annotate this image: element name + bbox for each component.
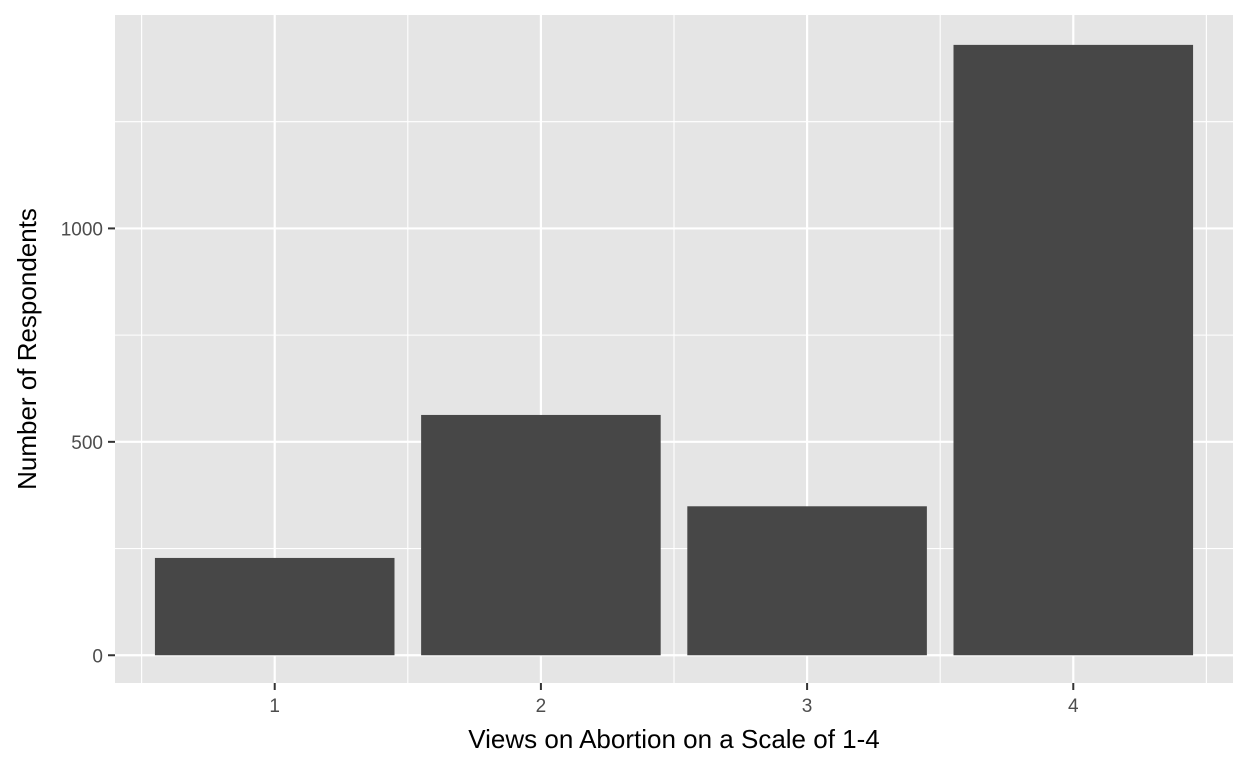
bar-1 [154, 557, 395, 656]
y-axis-title: Number of Respondents [12, 208, 42, 490]
x-axis-title: Views on Abortion on a Scale of 1-4 [468, 724, 879, 754]
y-tick-label: 1000 [61, 219, 103, 240]
bars [154, 44, 1194, 656]
y-tick-label: 500 [71, 433, 103, 454]
x-tick-label: 3 [802, 696, 813, 717]
bar-3 [687, 506, 927, 656]
x-tick-label: 1 [269, 696, 280, 717]
y-axis: 0 500 1000 [61, 219, 115, 667]
x-tick-label: 2 [536, 696, 547, 717]
bar-2 [421, 414, 661, 656]
minor-gridlines [115, 15, 1233, 683]
x-tick-label: 4 [1068, 696, 1079, 717]
y-tick-label: 0 [92, 646, 103, 667]
bar-4 [953, 44, 1194, 656]
x-axis: 1 2 3 4 [269, 683, 1079, 717]
